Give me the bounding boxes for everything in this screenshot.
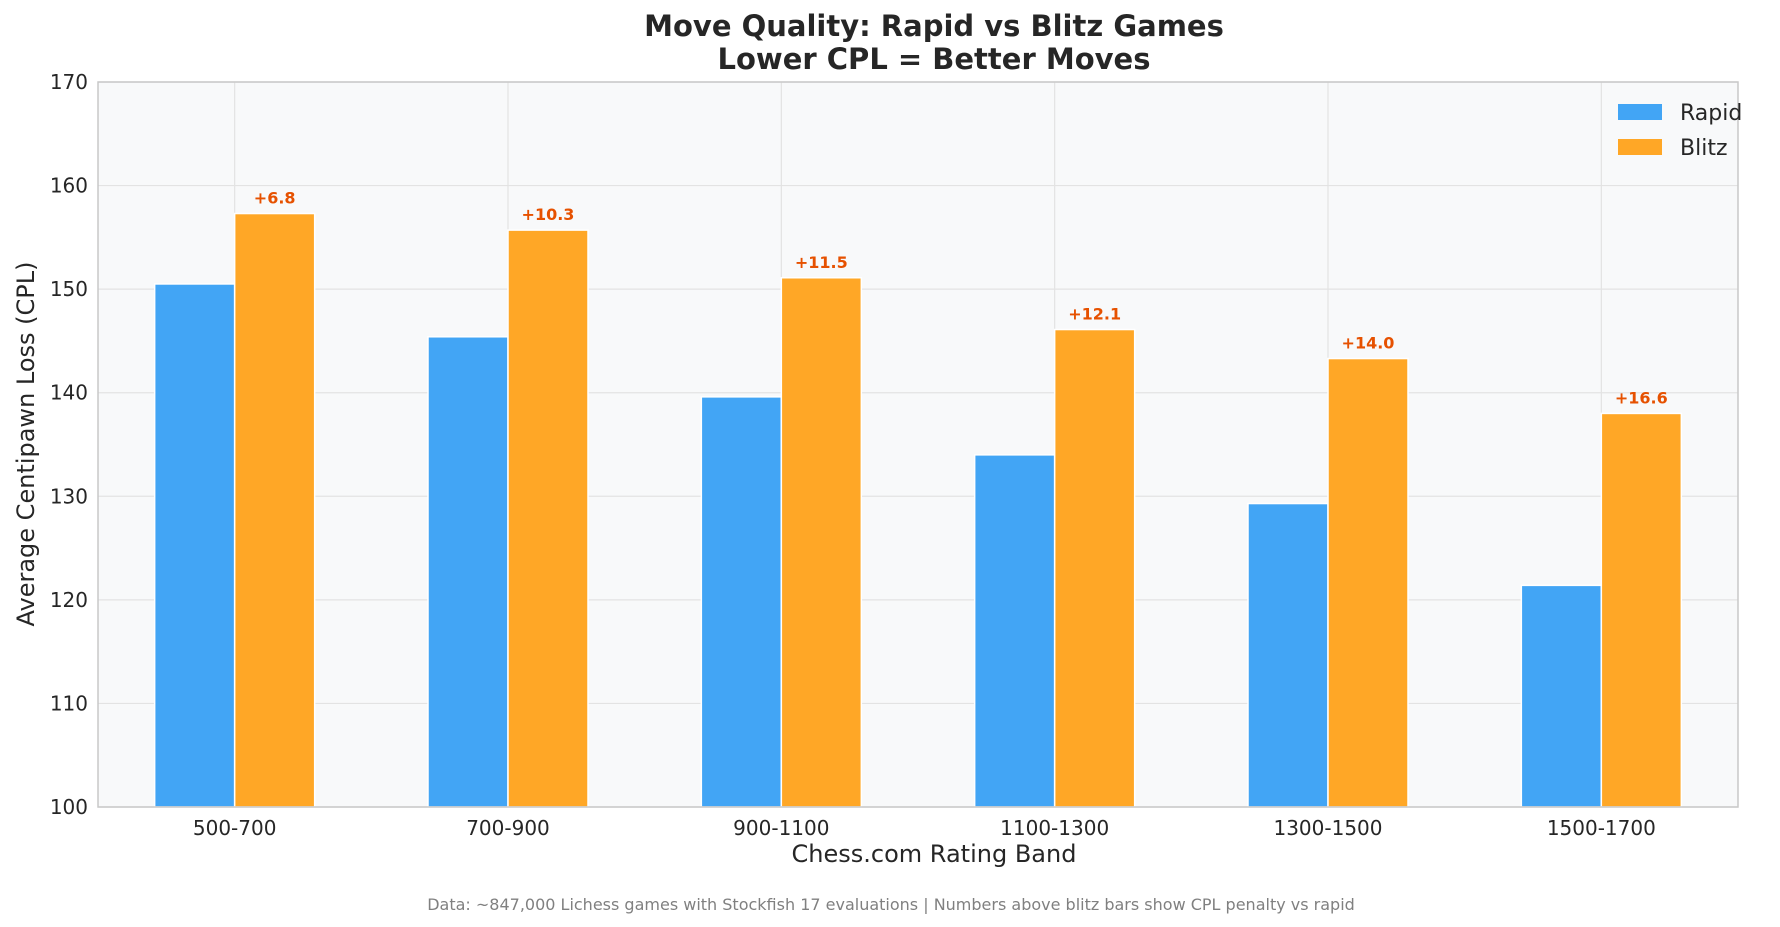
bar-rapid [427,336,509,808]
bar-blitz [507,229,589,808]
bar-rapid [700,396,783,808]
x-tick-label: 1500-1700 [1547,816,1656,840]
bar-rapid [973,454,1056,808]
legend-label-blitz: Blitz [1680,136,1728,161]
y-tick-label: 100 [50,795,88,819]
y-tick-label: 120 [50,588,88,612]
y-tick-label: 110 [50,691,88,715]
legend: Rapid Blitz [1618,101,1742,161]
bar-rapid [153,283,236,808]
x-axis-ticks: 500-700 700-900 900-1100 1100-1300 1300-1500… [193,816,1656,840]
chart-title-line-2: Lower CPL = Better Moves [718,42,1151,76]
cpl-penalty-label: +6.8 [254,189,296,208]
bar-blitz [233,212,316,808]
bars [153,212,1683,808]
cpl-penalty-label: +11.5 [795,253,848,272]
bar-blitz [780,277,863,808]
x-tick-label: 1100-1300 [1000,816,1109,840]
footnote: Data: ~847,000 Lichess games with Stockf… [427,895,1355,914]
cpl-penalty-label: +10.3 [522,205,575,224]
y-tick-label: 170 [50,70,88,94]
cpl-penalty-label: +14.0 [1342,334,1395,353]
x-tick-label: 700-900 [466,816,550,840]
chart-title-line-1: Move Quality: Rapid vs Blitz Games [644,9,1224,43]
plot-frame [97,81,1739,808]
bar-blitz [1053,328,1136,808]
legend-swatch-rapid [1618,104,1662,120]
data-labels: +6.8 +10.3 +11.5 +12.1 +14.0 +16.6 [254,189,1668,408]
legend-label-rapid: Rapid [1680,101,1742,126]
bar-rapid [1247,502,1329,808]
cpl-penalty-label: +16.6 [1615,388,1668,407]
x-tick-label: 1300-1500 [1273,816,1382,840]
x-tick-label: 900-1100 [733,816,829,840]
bar-blitz [1600,412,1683,808]
y-tick-label: 130 [50,484,88,508]
y-tick-label: 140 [50,381,88,405]
x-axis-label: Chess.com Rating Band [792,840,1077,868]
cpl-penalty-label: +12.1 [1068,305,1121,324]
y-axis-ticks: 100 110 120 130 140 150 160 170 [50,70,88,819]
bar-blitz [1327,357,1409,808]
legend-swatch-blitz [1618,139,1662,155]
y-tick-label: 160 [50,174,88,198]
x-tick-label: 500-700 [193,816,277,840]
y-axis-label: Average Centipawn Loss (CPL) [12,261,40,626]
plot-area [98,82,1738,807]
y-tick-label: 150 [50,277,88,301]
bar-rapid [1520,584,1603,808]
